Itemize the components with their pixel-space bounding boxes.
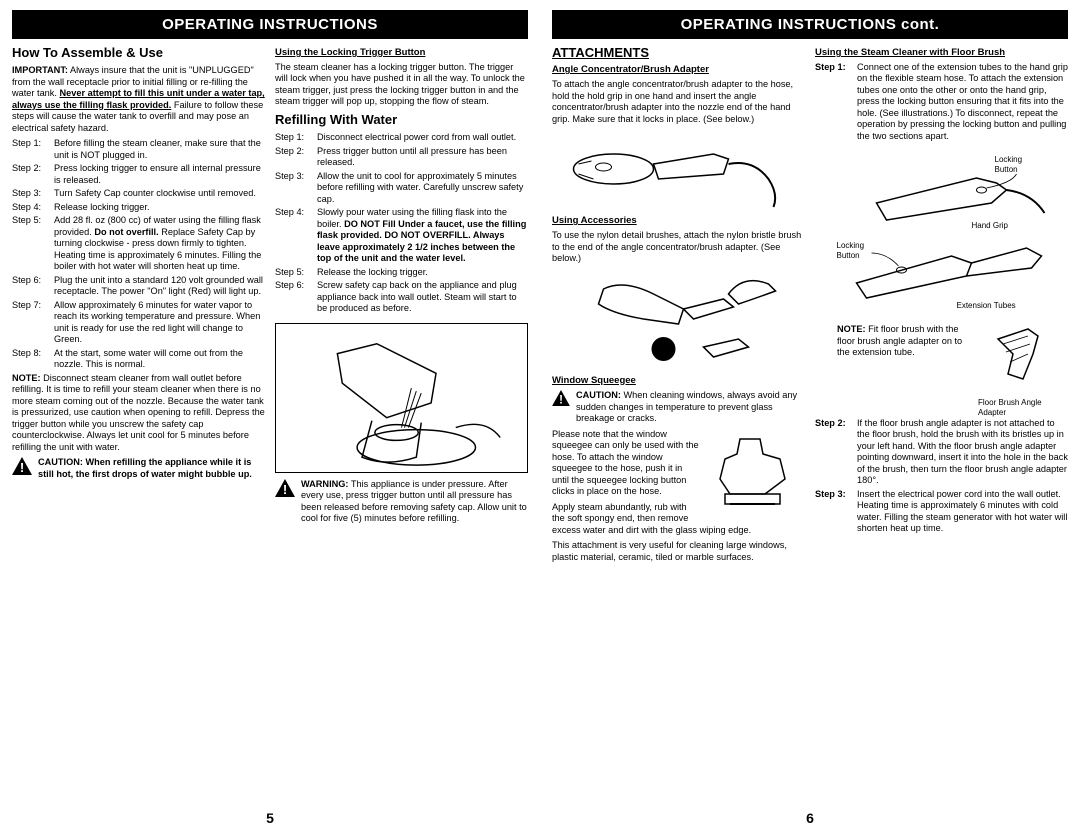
step-text: If the floor brush angle adapter is not … — [857, 418, 1068, 489]
step-text: Add 28 fl. oz (800 cc) of water using th… — [54, 215, 265, 275]
sc-b: CAUTION: — [576, 390, 621, 400]
page-6: OPERATING INSTRUCTIONS cont. ATTACHMENTS… — [540, 0, 1080, 834]
important-word: IMPORTANT: — [12, 65, 68, 75]
warning-triangle-icon: ! — [552, 390, 570, 406]
step-text: Release locking trigger. — [54, 202, 265, 216]
ext-tubes-label: Extension Tubes — [957, 301, 1016, 310]
page-5: OPERATING INSTRUCTIONS How To Assemble &… — [0, 0, 540, 834]
page-number-5: 5 — [266, 810, 274, 826]
floor-steps-1: Step 1:Connect one of the extension tube… — [815, 62, 1068, 145]
caution-box: ! CAUTION: When refilling the appliance … — [12, 457, 265, 480]
angle-sub: Angle Concentrator/Brush Adapter — [552, 64, 805, 76]
header-bar-5: OPERATING INSTRUCTIONS — [12, 10, 528, 39]
refill-title: Refilling With Water — [275, 112, 528, 128]
fba-label: Floor Brush Angle Adapter — [978, 398, 1068, 418]
squeegee-sub: Window Squeegee — [552, 375, 805, 387]
col-6-left: ATTACHMENTS Angle Concentrator/Brush Ada… — [552, 45, 805, 567]
step-label: Step 7: — [12, 300, 54, 348]
adapter-illustration: Floor Brush Angle Adapter — [978, 324, 1068, 418]
squeegee-block: Please note that the window squeegee can… — [552, 429, 805, 564]
warning-triangle-icon: ! — [12, 457, 32, 475]
locking-button-label4: Button — [837, 251, 860, 260]
col-6-right: Using the Steam Cleaner with Floor Brush… — [815, 45, 1068, 567]
step-text: Press trigger button until all pressure … — [317, 146, 528, 171]
step-text: Press locking trigger to ensure all inte… — [54, 163, 265, 188]
note-block: Floor Brush Angle Adapter NOTE: Fit floo… — [815, 324, 1068, 359]
warning-text: WARNING: This appliance is under pressur… — [301, 479, 528, 525]
step-label: Step 1: — [815, 62, 857, 145]
step-text: Allow approximately 6 minutes for water … — [54, 300, 265, 348]
columns-5: How To Assemble & Use IMPORTANT: Always … — [12, 45, 528, 529]
svg-text:!: ! — [20, 460, 24, 475]
tube-illustration: Locking Button Hand Grip Locking Button … — [815, 148, 1068, 318]
col-5-left: How To Assemble & Use IMPORTANT: Always … — [12, 45, 265, 529]
brush-illustration — [552, 269, 805, 369]
col-5-right: Using the Locking Trigger Button The ste… — [275, 45, 528, 529]
step-label: Step 2: — [815, 418, 857, 489]
step-text: Plug the unit into a standard 120 volt g… — [54, 275, 265, 300]
locking-p: The steam cleaner has a locking trigger … — [275, 62, 528, 108]
svg-text:!: ! — [559, 395, 563, 407]
note-para: NOTE: Disconnect steam cleaner from wall… — [12, 373, 265, 454]
step-text: Turn Safety Cap counter clockwise until … — [54, 188, 265, 202]
step-text: Screw safety cap back on the appliance a… — [317, 280, 528, 317]
page-number-6: 6 — [806, 810, 814, 826]
step-label: Step 6: — [12, 275, 54, 300]
step-label: Step 3: — [815, 489, 857, 537]
handgrip-label: Hand Grip — [972, 221, 1009, 230]
assemble-steps: Step 1:Before filling the steam cleaner,… — [12, 138, 265, 373]
warn-b: WARNING: — [301, 479, 348, 489]
angle-p: To attach the angle concentrator/brush a… — [552, 79, 805, 125]
step-text: Connect one of the extension tubes to th… — [857, 62, 1068, 145]
step-text: Allow the unit to cool for approximately… — [317, 171, 528, 208]
step-label: Step 8: — [12, 348, 54, 373]
note-t: Disconnect steam cleaner from wall outle… — [12, 373, 265, 452]
step-text: Before filling the steam cleaner, make s… — [54, 138, 265, 163]
step-label: Step 2: — [275, 146, 317, 171]
intro-para: IMPORTANT: Always insure that the unit i… — [12, 65, 265, 134]
note-b: NOTE: — [12, 373, 41, 383]
refill-steps: Step 1:Disconnect electrical power cord … — [275, 132, 528, 317]
step-text: Slowly pour water using the filling flas… — [317, 207, 528, 267]
assemble-title: How To Assemble & Use — [12, 45, 265, 61]
floorbrush-sub: Using the Steam Cleaner with Floor Brush — [815, 47, 1068, 59]
squeegee-illustration — [705, 429, 805, 523]
sq-p3c: This attachment is very useful for clean… — [552, 540, 805, 563]
locking-button-label2: Button — [995, 165, 1018, 174]
r4b: DO NOT Fill Under a faucet, use the fill… — [317, 219, 526, 264]
step-text: At the start, some water will come out f… — [54, 348, 265, 373]
svg-text:!: ! — [283, 482, 287, 497]
floor-steps-2: Step 2:If the floor brush angle adapter … — [815, 418, 1068, 537]
step-text: Insert the electrical power cord into th… — [857, 489, 1068, 537]
fn-b: NOTE: — [837, 324, 866, 334]
step-text: Release the locking trigger. — [317, 267, 528, 281]
squeegee-caution: ! CAUTION: When cleaning windows, always… — [552, 390, 805, 425]
access-sub: Using Accessories — [552, 215, 805, 227]
warning-triangle-icon: ! — [275, 479, 295, 497]
attachments-title: ATTACHMENTS — [552, 45, 805, 61]
access-p: To use the nylon detail brushes, attach … — [552, 230, 805, 265]
warning-box: ! WARNING: This appliance is under press… — [275, 479, 528, 525]
step-label: Step 3: — [275, 171, 317, 208]
locking-sub: Using the Locking Trigger Button — [275, 47, 528, 59]
step-label: Step 6: — [275, 280, 317, 317]
step-label: Step 5: — [12, 215, 54, 275]
hose-illustration — [552, 129, 805, 209]
caution-text: CAUTION: When refilling the appliance wh… — [38, 457, 265, 480]
step-label: Step 1: — [12, 138, 54, 163]
header-bar-6: OPERATING INSTRUCTIONS cont. — [552, 10, 1068, 39]
refill-illustration — [275, 323, 528, 473]
locking-button-label: Locking — [995, 155, 1023, 164]
step-label: Step 1: — [275, 132, 317, 146]
step-label: Step 5: — [275, 267, 317, 281]
squeegee-caution-text: CAUTION: When cleaning windows, always a… — [576, 390, 805, 425]
step-label: Step 2: — [12, 163, 54, 188]
step-label: Step 3: — [12, 188, 54, 202]
step-label: Step 4: — [275, 207, 317, 267]
step-label: Step 4: — [12, 202, 54, 216]
s5b: Do not overfill. — [92, 227, 161, 237]
step-text: Disconnect electrical power cord from wa… — [317, 132, 528, 146]
columns-6: ATTACHMENTS Angle Concentrator/Brush Ada… — [552, 45, 1068, 567]
locking-button-label3: Locking — [837, 241, 865, 250]
